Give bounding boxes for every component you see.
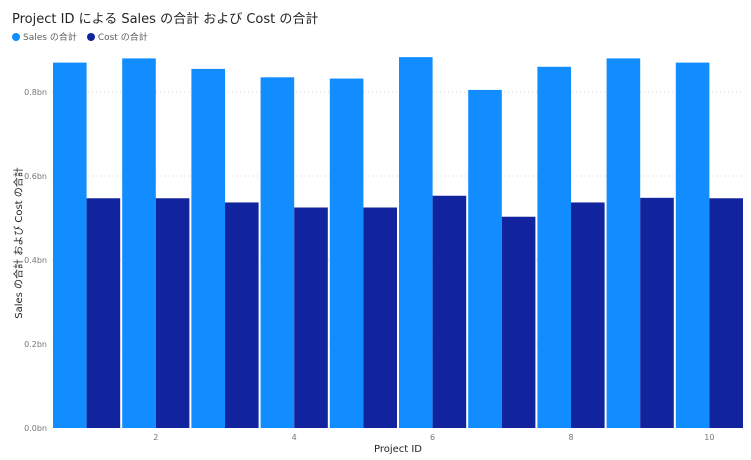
x-tick-label: 4 bbox=[292, 433, 297, 442]
legend-marker-cost bbox=[86, 32, 95, 41]
cost-bar[interactable] bbox=[501, 216, 536, 428]
y-tick-label: 0.4bn bbox=[24, 256, 47, 265]
cost-bar[interactable] bbox=[432, 195, 467, 428]
legend-item-sales[interactable]: Sales の合計 bbox=[12, 30, 77, 43]
legend-label-sales: Sales の合計 bbox=[23, 33, 77, 43]
cost-bar[interactable] bbox=[86, 198, 121, 428]
x-tick-label: 8 bbox=[568, 433, 573, 442]
cost-bar[interactable] bbox=[709, 198, 743, 428]
x-axis-title: Project ID bbox=[374, 444, 422, 455]
legend-label-cost: Cost の合計 bbox=[97, 33, 148, 43]
sales-bar[interactable] bbox=[606, 58, 641, 429]
legend-item-cost[interactable]: Cost の合計 bbox=[86, 30, 148, 43]
cost-bar[interactable] bbox=[363, 207, 397, 429]
y-tick-label: 0.2bn bbox=[24, 340, 47, 349]
cost-bar[interactable] bbox=[640, 197, 674, 428]
x-axis: 2 4 6 8 10 bbox=[153, 433, 714, 442]
sales-bar[interactable] bbox=[675, 62, 710, 428]
sales-bar[interactable] bbox=[53, 62, 87, 428]
sales-bar[interactable] bbox=[329, 78, 364, 428]
cost-bar[interactable] bbox=[571, 202, 605, 428]
y-tick-label: 0.8bn bbox=[24, 88, 47, 97]
x-tick-label: 10 bbox=[704, 433, 714, 442]
x-tick-label: 2 bbox=[153, 433, 158, 442]
cost-bar[interactable] bbox=[225, 202, 259, 428]
bars bbox=[53, 57, 743, 429]
y-axis: 0.0bn 0.2bn 0.4bn 0.6bn 0.8bn bbox=[24, 88, 47, 433]
sales-bar[interactable] bbox=[399, 57, 433, 428]
x-tick-label: 6 bbox=[430, 433, 435, 442]
sales-bar[interactable] bbox=[468, 89, 502, 429]
y-tick-label: 0.6bn bbox=[24, 172, 47, 181]
sales-bar[interactable] bbox=[260, 77, 295, 429]
sales-bar[interactable] bbox=[537, 66, 571, 429]
y-axis-title: Sales の合計 および Cost の合計 bbox=[12, 167, 25, 319]
chart-title: Project ID による Sales の合計 および Cost の合計 bbox=[12, 12, 319, 27]
sales-bar[interactable] bbox=[191, 68, 225, 429]
legend-marker-sales bbox=[12, 32, 20, 41]
chart-legend: Sales の合計 Cost の合計 bbox=[12, 30, 148, 43]
sales-bar[interactable] bbox=[122, 58, 156, 429]
y-tick-label: 0.0bn bbox=[24, 424, 47, 433]
cost-bar[interactable] bbox=[155, 198, 190, 428]
cost-bar[interactable] bbox=[294, 207, 328, 429]
